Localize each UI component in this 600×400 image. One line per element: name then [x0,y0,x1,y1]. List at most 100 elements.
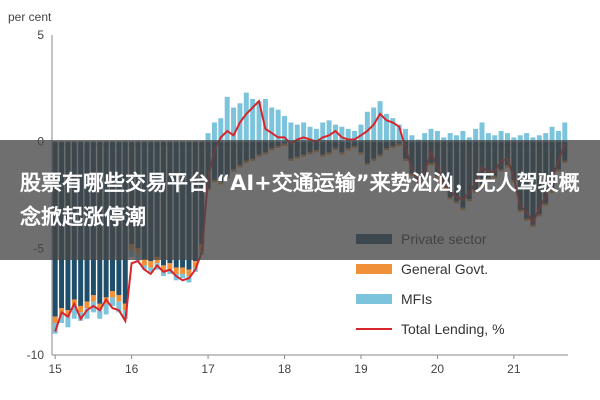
private-sector-bar [231,141,237,170]
x-tick-label: 19 [354,362,368,376]
general-govt-bar [186,269,192,277]
general-govt-bar [352,145,358,149]
private-sector-bar [122,141,128,304]
general-govt-bar [415,184,421,187]
private-sector-bar [160,141,166,266]
y-tick-label: -5 [33,241,44,255]
general-govt-bar [122,303,128,311]
mfi-bar [275,109,281,142]
y-tick-label: 0 [37,135,44,149]
x-tick-label: 21 [507,362,521,376]
private-sector-bar [218,141,224,183]
legend-label-mfis: MFIs [401,291,432,307]
private-sector-bar [173,141,179,268]
mfi-bar [479,122,485,142]
general-govt-bar [90,295,96,302]
general-govt-bar [530,224,536,227]
general-govt-bar [173,267,179,274]
mfi-bar [485,133,491,142]
mfi-bar [543,133,549,142]
private-sector-bar [256,141,262,155]
private-sector-bar [84,141,90,302]
general-govt-bar [390,145,396,149]
private-sector-bar [352,141,358,146]
general-govt-bar [180,267,186,274]
mfi-bar [498,131,504,142]
general-govt-bar [135,248,141,255]
general-govt-bar [78,305,84,313]
private-sector-bar [371,141,377,159]
general-govt-bar [243,160,249,163]
mfi-bar [282,116,288,142]
private-sector-bar [345,141,351,149]
general-govt-bar [524,218,530,221]
general-govt-bar [52,316,58,323]
mfi-bar [205,133,211,142]
private-sector-bar [180,141,186,268]
legend: Private sector General Govt. MFIs Total … [356,231,505,337]
private-sector-bar [97,141,103,304]
mfi-bar [59,314,65,323]
mfi-bar [460,131,466,142]
y-tick-label: -10 [27,348,45,362]
mfi-bar [243,92,249,142]
mfi-bar [103,303,109,315]
general-govt-bar [428,163,434,166]
general-govt-bar [250,158,256,161]
mfi-bar [511,137,517,142]
private-sector-bar [294,141,300,157]
general-govt-bar [371,158,377,161]
general-govt-bar [517,209,523,213]
mfi-bar [466,137,472,142]
legend-label-general-govt: General Govt. [401,261,488,277]
mfi-bar [377,101,383,142]
private-sector-bar [301,141,307,155]
mfi-bar [231,107,237,142]
mfi-bar [358,124,364,142]
mfi-bar [549,126,555,142]
general-govt-bar [536,214,542,217]
mfi-bar [447,133,453,142]
general-govt-bar [466,199,472,202]
general-govt-bar [294,156,300,159]
mfi-bar [250,99,256,142]
private-sector-bar [90,141,96,296]
general-govt-bar [282,143,288,146]
mfi-bar [186,276,192,283]
x-tick-label: 20 [431,362,445,376]
mfi-bar [313,128,319,142]
private-sector-bar [103,141,109,298]
general-govt-bar [211,180,217,183]
general-govt-bar [231,169,237,172]
mfi-bar [84,308,90,319]
mfi-bar [504,133,510,142]
mfi-bar [224,96,230,142]
general-govt-bar [269,148,275,151]
x-tick-label: 16 [125,362,139,376]
mfi-bar [167,269,173,274]
mfi-bar [160,271,166,277]
x-tick-label: 17 [201,362,215,376]
mfi-bar [294,124,300,142]
private-sector-bar [364,141,370,163]
private-sector-bar [326,141,332,153]
mfi-bar [218,118,224,142]
mfi-bar [428,128,434,142]
mfi-bar [288,122,294,142]
general-govt-bar [160,265,166,272]
private-sector-bar [224,141,230,176]
general-govt-bar [447,197,453,200]
mfi-bar [434,131,440,142]
mfi-bar [454,135,460,142]
general-govt-bar [543,203,549,206]
private-sector-bar [192,141,198,262]
mfi-bar [326,120,332,142]
general-govt-bar [116,295,122,302]
general-govt-bar [326,152,332,155]
general-govt-bar [422,180,428,183]
mfi-bar [383,113,389,142]
private-sector-bar [530,141,536,225]
private-sector-bar [186,141,192,270]
private-sector-bar [313,141,319,151]
